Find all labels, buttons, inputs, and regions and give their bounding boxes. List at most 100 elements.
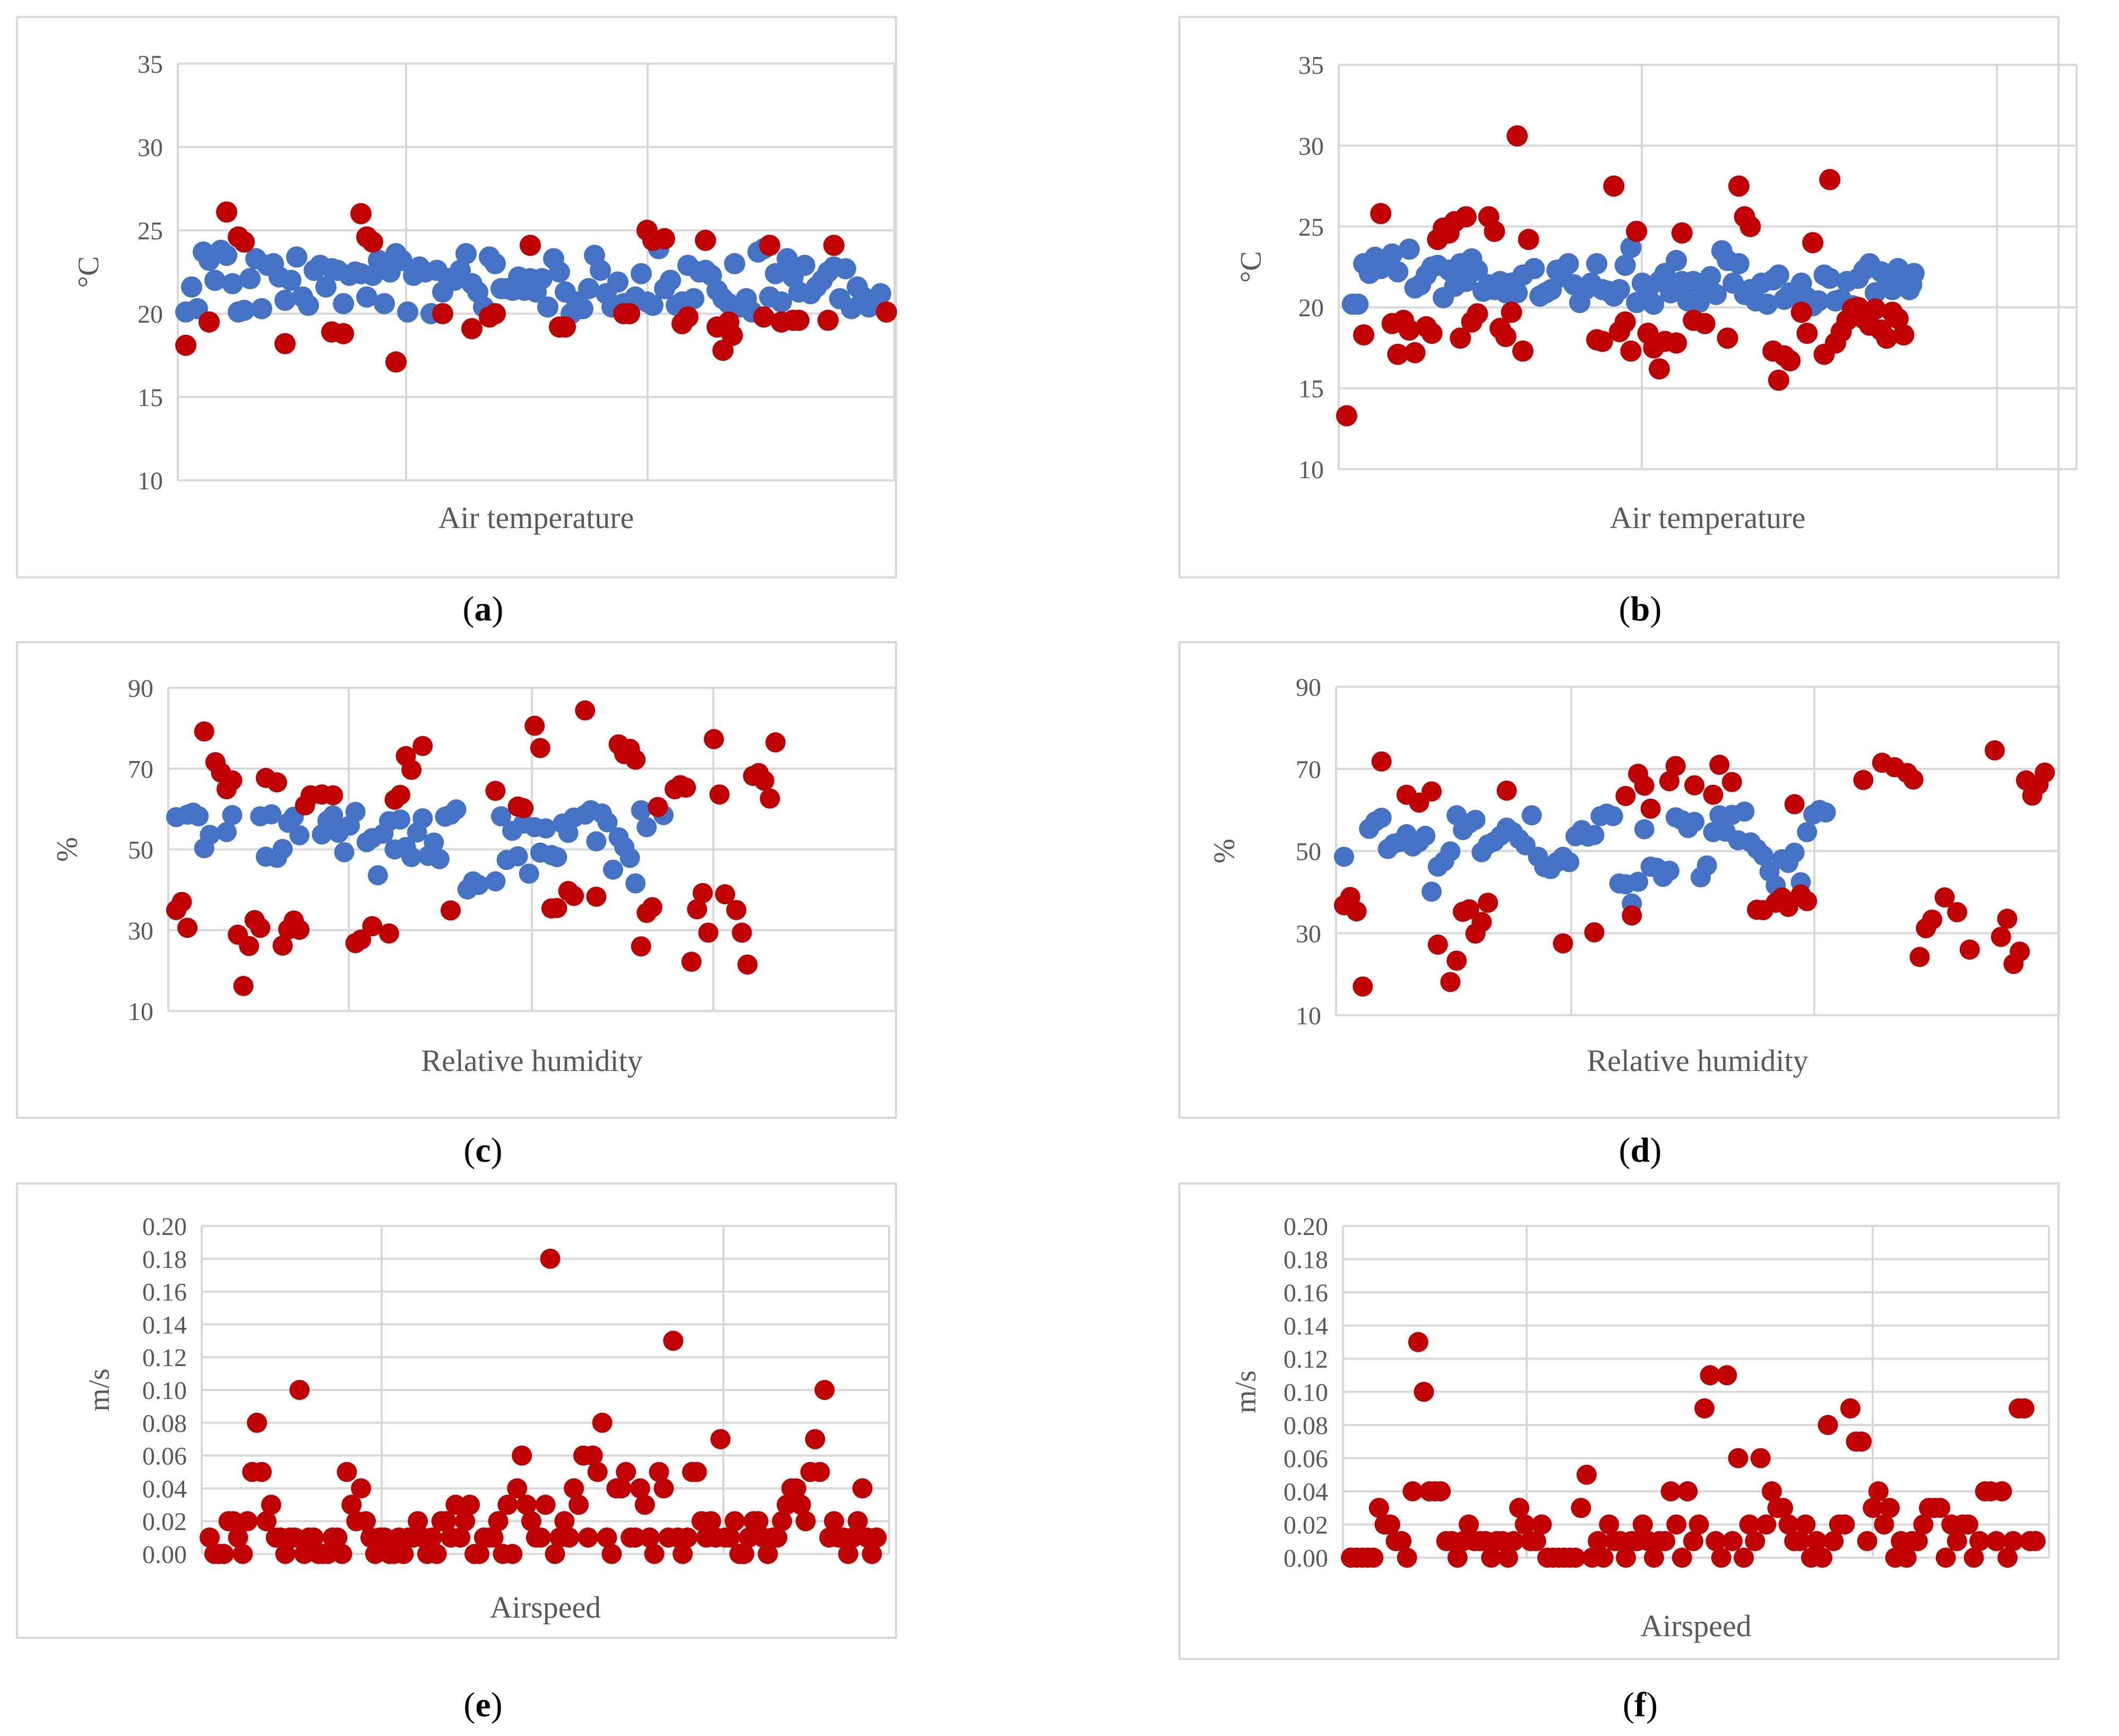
data-point-red [1896,1548,1917,1568]
data-point-red [777,1495,797,1515]
data-point-red [1553,933,1573,954]
data-point-red [1498,1548,1519,1568]
chart-b-svg: 10 15 20 25 30 35 °C Air temperature [1178,16,2078,578]
data-point-blue [345,801,366,822]
data-point-red [216,201,237,223]
y-tick-label: 0.00 [142,1541,187,1569]
data-point-red [597,1527,617,1548]
data-point-red [289,919,310,940]
data-point-red [1447,1548,1468,1568]
data-point-red [847,1511,868,1532]
x-axis-label: Relative humidity [421,1043,642,1078]
data-point-blue [455,243,477,264]
data-point-blue [1381,243,1403,265]
chart-d-svg: 10 30 50 70 90% Relative humidity [1178,641,2060,1119]
data-point-red [677,1527,698,1548]
data-point-red [540,1248,561,1269]
y-tick-label: 0.14 [1284,1312,1328,1341]
data-point-red [327,1527,348,1548]
data-point-red [1620,340,1642,362]
y-tick-label: 70 [1296,756,1321,784]
data-point-red [1997,1548,2018,1568]
data-point-red [350,203,372,224]
data-point-blue [519,863,539,884]
data-point-red [754,771,774,791]
data-point-blue [765,263,786,284]
data-point-blue [1415,825,1436,846]
data-point-blue [1467,260,1488,281]
data-point-red [1963,1548,1984,1568]
data-point-red [644,1544,665,1564]
caption-d-letter: d [1630,1131,1650,1170]
data-point-red [1591,331,1613,352]
data-point-red [1778,896,1798,917]
data-point-blue [586,831,607,852]
data-point-blue [261,804,282,825]
y-tick-label: 25 [137,217,163,245]
data-point-red [715,884,736,904]
data-point-red [695,229,716,251]
data-point-red [1683,1531,1703,1551]
data-point-red [809,1462,830,1482]
data-point-red [1655,1531,1676,1551]
data-point-red [460,1495,480,1515]
y-tick-label: 0.20 [1284,1213,1328,1241]
data-point-red [1501,301,1522,323]
y-tick-label: 30 [1298,132,1324,160]
data-point-red [673,1544,693,1564]
y-tick-label: 0.12 [1284,1345,1328,1374]
y-tick-label: 0.02 [1284,1512,1328,1540]
data-point-red [1947,902,1968,922]
data-point-blue [1371,807,1392,828]
data-point-red [1450,327,1471,349]
data-point-red [759,235,780,256]
data-point-blue [356,286,377,308]
data-point-blue [222,273,243,295]
data-point-red [1705,1531,1726,1551]
y-tick-label: 15 [137,384,163,412]
caption-c-letter: c [475,1131,491,1170]
data-point-blue [1643,293,1665,315]
chart-panel-d: 10 30 50 70 90% Relative humidity [1178,641,2060,1119]
data-point-red [497,1495,518,1515]
data-point-red [455,1511,476,1532]
data-point-red [1353,324,1375,346]
data-point-red [175,334,196,356]
y-tick-label: 0.00 [1284,1544,1328,1573]
data-point-red [772,1511,793,1532]
data-point-red [817,309,839,331]
data-point-red [1370,203,1392,224]
data-point-red [1728,175,1750,197]
y-tick-label: 15 [1298,375,1324,403]
data-point-blue [1465,809,1486,830]
data-point-red [1371,751,1392,772]
data-point-red [228,1527,248,1548]
data-point-red [1922,909,1943,930]
data-point-blue [289,825,310,845]
caption-b: (b) [1618,590,1662,628]
data-point-red [1907,1531,1928,1551]
y-tick-label: 25 [1298,213,1324,241]
data-point-red [436,1511,456,1532]
data-point-red [1984,740,2005,761]
data-point-blue [298,295,319,316]
data-point-red [663,1331,684,1351]
data-point-red [385,351,407,373]
data-point-blue [683,288,704,309]
data-point-red [274,333,296,355]
y-tick-label: 0.06 [1284,1445,1328,1473]
chart-panel-f: 0.00 0.02 0.04 0.06 0.08 0.10 0.12 0.14 0.16 0.18… [1178,1182,2060,1660]
data-point-red [272,935,293,956]
data-point-red [317,1544,338,1564]
data-point-red [619,303,640,324]
data-point-red [1887,308,1909,330]
data-point-red [171,892,192,912]
data-point-red [559,1527,580,1548]
chart-frame [16,641,897,1119]
data-point-red [530,1527,551,1548]
y-tick-label: 90 [1296,673,1321,702]
data-point-red [1336,405,1357,427]
data-point-red [1779,350,1801,372]
data-point-red [737,954,758,975]
data-point-red [1391,1531,1412,1551]
